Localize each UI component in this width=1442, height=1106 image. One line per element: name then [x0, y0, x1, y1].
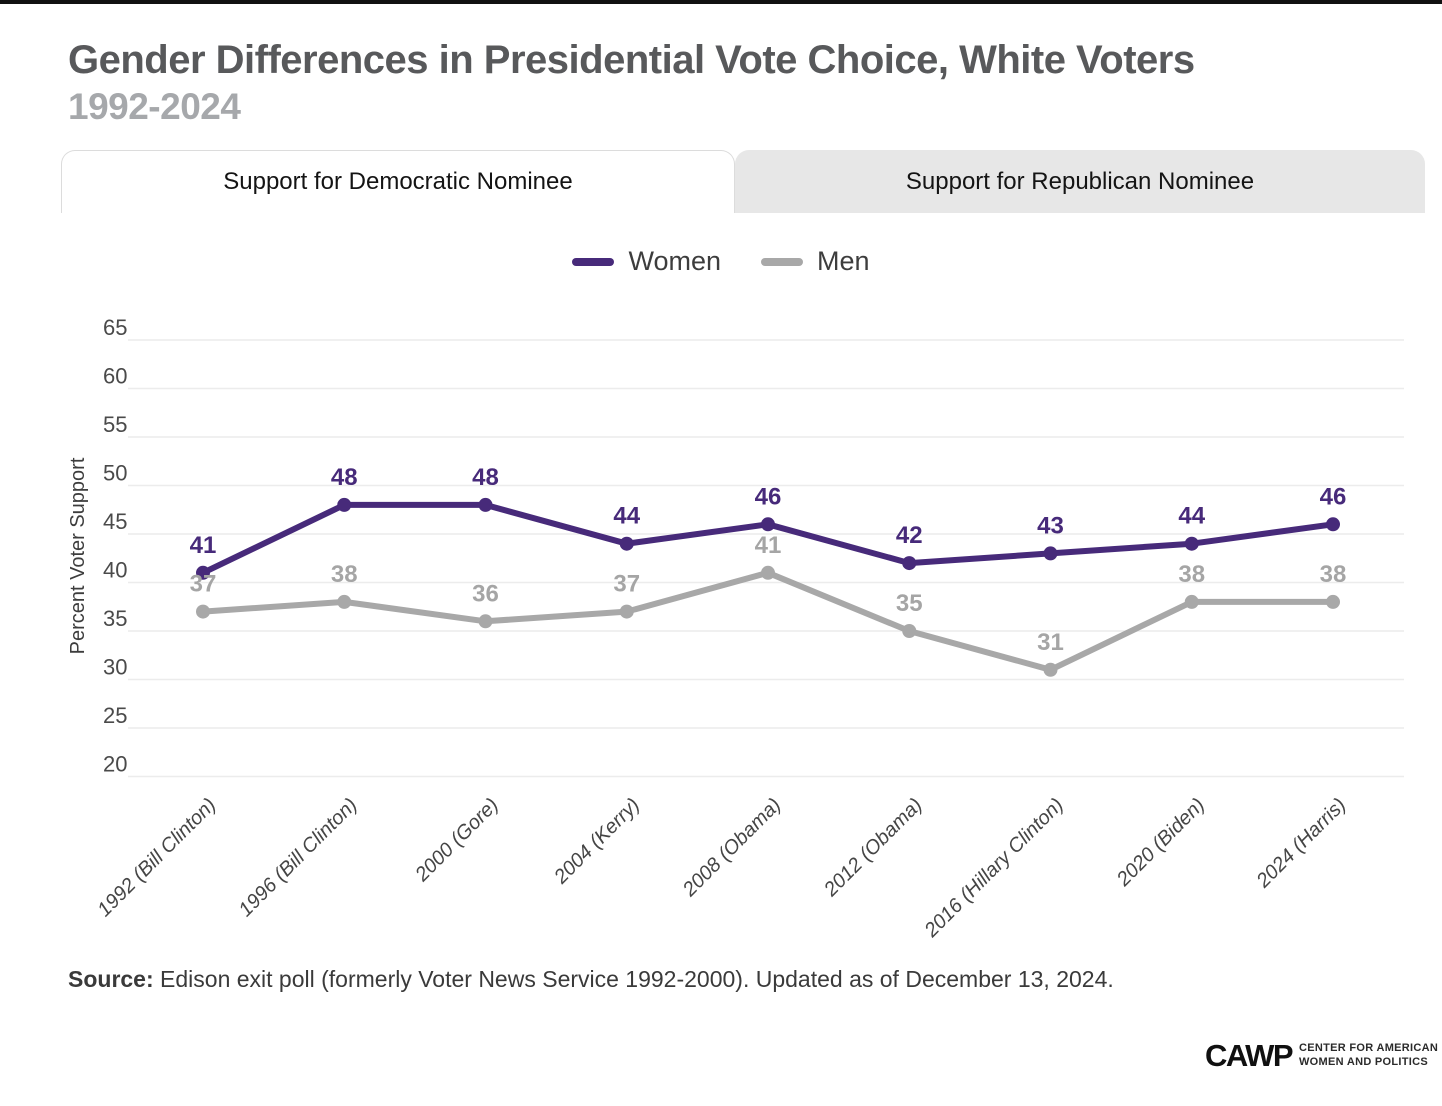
tab-republican-label: Support for Republican Nominee — [905, 167, 1255, 195]
y-tick-35: 35 — [103, 606, 127, 631]
value-label-men-8: 38 — [1320, 561, 1347, 588]
point-women-1 — [337, 497, 352, 512]
point-men-1 — [337, 594, 352, 609]
cawp-logo-acronym: CAWP — [1205, 1038, 1294, 1073]
point-men-7 — [1184, 594, 1199, 609]
women-line-swatch — [572, 257, 615, 266]
y-tick-60: 60 — [103, 364, 127, 389]
y-tick-55: 55 — [103, 412, 127, 437]
top-accent-bar — [0, 0, 1442, 4]
point-men-6 — [1043, 662, 1058, 677]
series-line-men — [200, 569, 1336, 673]
point-men-5 — [902, 624, 917, 638]
point-men-8 — [1326, 594, 1340, 609]
point-women-2 — [478, 497, 493, 512]
source-note: Source: Edison exit poll (formerly Voter… — [68, 966, 1114, 993]
value-label-men-0: 37 — [190, 571, 217, 598]
value-label-women-5: 42 — [896, 522, 923, 549]
legend-women-label: Women — [628, 246, 721, 276]
page-title: Gender Differences in Presidential Vote … — [68, 38, 1195, 82]
value-label-women-4: 46 — [755, 483, 782, 510]
point-men-0 — [196, 604, 210, 619]
men-line-swatch — [761, 257, 803, 266]
value-label-women-8: 46 — [1320, 483, 1347, 510]
value-label-men-5: 35 — [896, 590, 923, 617]
x-tick-0: 1992 (Bill Clinton) — [93, 794, 220, 921]
value-label-women-3: 44 — [613, 503, 640, 530]
value-label-men-7: 38 — [1178, 561, 1205, 588]
x-tick-1: 1996 (Bill Clinton) — [235, 794, 362, 921]
value-label-women-1: 48 — [331, 464, 358, 491]
x-tick-5: 2012 (Obama) — [819, 794, 926, 901]
point-women-3 — [619, 536, 634, 551]
point-women-0 — [196, 565, 210, 580]
point-women-8 — [1326, 517, 1340, 532]
tab-democratic-nominee[interactable]: Support for Democratic Nominee — [61, 150, 735, 213]
value-label-men-3: 37 — [613, 571, 640, 598]
y-tick-30: 30 — [103, 655, 127, 680]
y-tick-25: 25 — [103, 703, 127, 728]
source-label: Source: — [68, 966, 154, 992]
value-label-women-7: 44 — [1178, 503, 1205, 530]
page-subtitle: 1992-2024 — [68, 86, 241, 127]
point-women-7 — [1184, 536, 1199, 551]
y-axis-title: Percent Voter Support — [67, 457, 89, 654]
legend-men-label: Men — [817, 246, 870, 276]
x-tick-4: 2008 (Obama) — [678, 794, 785, 901]
tab-democratic-label: Support for Democratic Nominee — [223, 168, 573, 195]
tab-republican-nominee[interactable]: Support for Republican Nominee — [735, 150, 1425, 213]
value-label-women-6: 43 — [1037, 512, 1064, 539]
y-tick-45: 45 — [103, 509, 127, 534]
tab-bar: Support for Democratic Nominee Support f… — [61, 150, 1425, 213]
source-text: Edison exit poll (formerly Voter News Se… — [153, 966, 1114, 992]
x-tick-3: 2004 (Kerry) — [549, 794, 644, 889]
legend-item-women[interactable]: Women — [572, 246, 721, 277]
point-men-4 — [761, 565, 775, 580]
y-tick-50: 50 — [103, 461, 127, 486]
cawp-logo: CAWP CENTER FOR AMERICAN WOMEN AND POLIT… — [1205, 1038, 1438, 1074]
value-label-men-4: 41 — [755, 532, 782, 559]
point-women-5 — [902, 556, 917, 571]
chart-legend: Women Men — [0, 246, 1442, 277]
x-tick-7: 2020 (Biden) — [1112, 794, 1209, 891]
value-label-men-1: 38 — [331, 561, 358, 588]
point-men-3 — [619, 604, 634, 619]
cawp-logo-line2: WOMEN AND POLITICS — [1299, 1056, 1429, 1068]
x-tick-6: 2016 (Hillary Clinton) — [920, 794, 1068, 942]
y-tick-40: 40 — [103, 558, 127, 583]
point-women-6 — [1043, 546, 1058, 561]
point-men-2 — [478, 614, 493, 629]
cawp-logo-text: CENTER FOR AMERICAN WOMEN AND POLITICS — [1299, 1042, 1438, 1070]
value-label-men-6: 31 — [1037, 629, 1064, 656]
y-tick-20: 20 — [103, 752, 127, 777]
x-tick-8: 2024 (Harris) — [1252, 794, 1351, 893]
value-label-women-0: 41 — [190, 532, 217, 559]
value-label-men-2: 36 — [472, 580, 499, 607]
point-women-4 — [761, 517, 775, 532]
x-tick-2: 2000 (Gore) — [411, 794, 504, 887]
y-tick-65: 65 — [103, 315, 127, 340]
line-chart: 65 60 55 50 45 40 35 30 25 20 Percent Voter Suppor… — [67, 315, 1404, 942]
value-label-women-2: 48 — [472, 464, 499, 491]
cawp-logo-line1: CENTER FOR AMERICAN — [1299, 1042, 1439, 1055]
legend-item-men[interactable]: Men — [761, 246, 870, 277]
